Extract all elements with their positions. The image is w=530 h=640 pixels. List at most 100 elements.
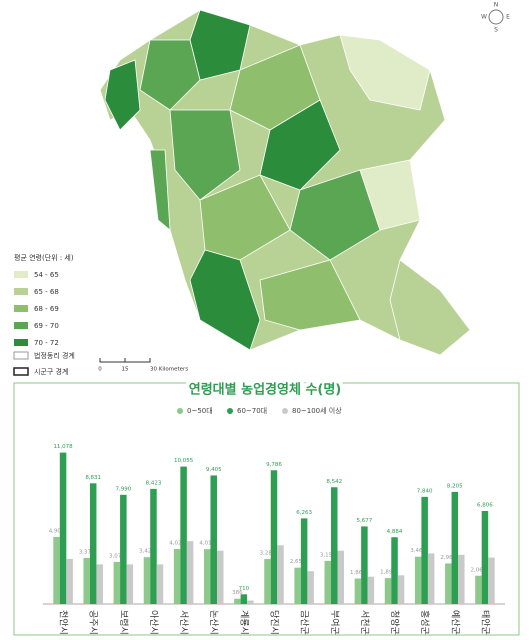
bar	[210, 475, 217, 604]
bar	[150, 488, 157, 604]
x-tick-label: 아산시	[148, 610, 159, 635]
region	[259, 259, 361, 331]
value-label: 8,542	[326, 479, 342, 485]
region	[289, 169, 381, 261]
region	[259, 99, 341, 191]
x-tick-label: 홍성군	[419, 610, 431, 635]
bar	[53, 536, 60, 604]
compass-w: W	[481, 14, 487, 21]
bar	[120, 494, 127, 604]
value-label: 4,024	[169, 541, 185, 547]
value-label: 710	[239, 586, 250, 592]
value-label: 3,077	[109, 553, 125, 559]
value-label: 7,990	[115, 486, 131, 492]
value-label: 8,423	[146, 480, 162, 486]
x-tick-label: 공주시	[88, 610, 99, 635]
value-label: 8,831	[85, 475, 101, 481]
bar	[143, 557, 151, 604]
legend-swatch	[13, 351, 29, 360]
bar	[445, 563, 452, 604]
value-label: 4,909	[49, 528, 65, 534]
bar	[367, 576, 375, 604]
x-tick-label: 서산시	[178, 610, 189, 635]
value-label: 6,263	[296, 510, 312, 516]
bar	[126, 564, 134, 604]
legend-label: 80~100세 이상	[292, 406, 342, 415]
x-tick-label: 계룡시	[238, 610, 250, 635]
legend-swatch	[14, 322, 28, 329]
value-label: 11,078	[53, 444, 73, 450]
x-tick-label: 논산시	[208, 610, 219, 635]
map	[99, 9, 471, 356]
value-label: 386	[232, 590, 243, 596]
value-label: 3,372	[79, 549, 95, 555]
value-label: 3,287	[260, 551, 276, 557]
value-label: 6,806	[477, 502, 493, 508]
bar	[66, 558, 73, 604]
legend-swatch	[14, 305, 28, 312]
bar	[354, 578, 362, 604]
region	[339, 34, 431, 111]
value-label: 4,884	[387, 529, 403, 535]
region	[149, 149, 171, 231]
region	[139, 39, 201, 111]
x-tick-label: 당진시	[269, 610, 280, 635]
bar	[391, 537, 398, 604]
chart-title: 연령대별 농업경영체 수(명)	[189, 382, 342, 398]
region	[359, 159, 421, 231]
legend-label: 60~70대	[237, 407, 267, 415]
legend-swatch	[14, 339, 28, 346]
value-label: 8,205	[447, 483, 463, 489]
region	[189, 249, 261, 351]
bar	[156, 564, 164, 604]
bar	[397, 575, 405, 604]
bar	[173, 549, 181, 604]
bar	[324, 560, 332, 604]
bar	[247, 600, 254, 604]
value-label: 5,677	[357, 518, 373, 524]
value-label: 3,155	[320, 552, 336, 558]
legend-swatch	[14, 271, 28, 278]
map-legend: 평균 연령(단위 : 세) 54 - 65 65 - 68 68 - 69 69…	[13, 253, 188, 376]
bar	[294, 567, 301, 604]
compass-ring	[488, 9, 504, 25]
bar	[458, 554, 465, 604]
bar	[277, 545, 284, 604]
compass-e: E	[506, 14, 510, 21]
scale-label: 0	[98, 367, 102, 373]
bar	[451, 491, 459, 604]
legend-label: 68 - 69	[34, 305, 59, 313]
compass-n: N	[494, 2, 499, 9]
bar	[427, 553, 435, 604]
value-label: 2,067	[471, 567, 487, 573]
x-tick-label: 부여군	[329, 610, 341, 635]
bar	[240, 594, 248, 604]
bar	[180, 466, 187, 604]
legend-title: 평균 연령(단위 : 세)	[14, 253, 74, 262]
compass: N S E W	[481, 2, 510, 34]
bar	[264, 559, 271, 604]
scale-bar	[99, 358, 151, 363]
value-label: 2,965	[440, 555, 456, 561]
bar	[270, 470, 278, 604]
bar	[331, 487, 338, 604]
legend-swatch	[13, 367, 29, 376]
region	[104, 59, 141, 131]
bar	[89, 483, 97, 604]
legend-swatch	[282, 408, 288, 414]
legend-label: 70 - 72	[34, 339, 59, 347]
legend-label: 65 - 68	[34, 288, 59, 296]
value-label: 10,055	[174, 458, 194, 464]
legend-label: 0~50대	[187, 407, 213, 415]
value-label: 1,866	[350, 570, 366, 576]
bar	[384, 578, 392, 604]
legend-label: 54 - 65	[34, 271, 59, 279]
value-label: 7,840	[417, 488, 433, 494]
bar	[83, 557, 90, 604]
legend-swatch	[177, 408, 183, 414]
value-label: 1,893	[380, 570, 396, 576]
bar	[475, 575, 482, 604]
value-label: 9,405	[206, 467, 222, 473]
